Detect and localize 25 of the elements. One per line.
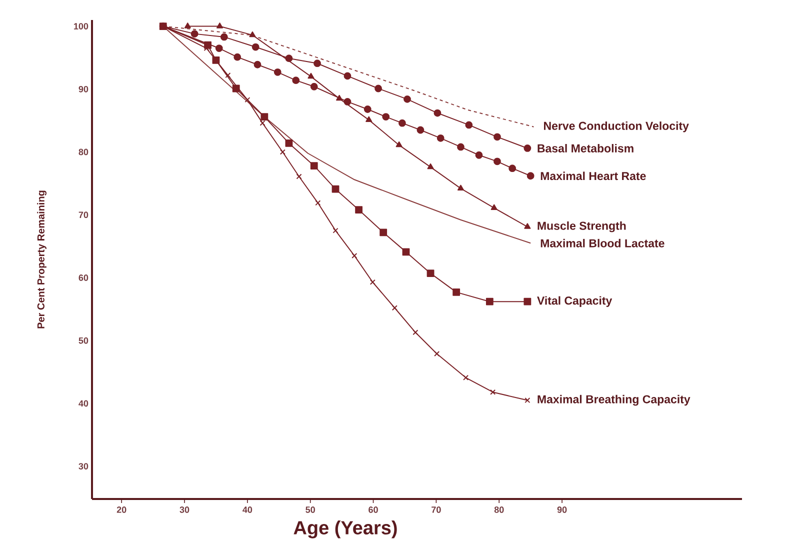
series-label: Maximal Blood Lactate — [540, 238, 664, 248]
x-tick-label: 20 — [116, 506, 126, 513]
x-axis-title: Age (Years) — [294, 520, 397, 538]
series-label: Nerve Conduction Velocity — [544, 121, 689, 132]
x-tick-label: 80 — [494, 506, 504, 513]
series-label: Vital Capacity — [537, 296, 612, 307]
x-tick-label: 50 — [306, 506, 315, 513]
x-tick-label: 90 — [557, 506, 567, 513]
series-label: Maximal Breathing Capacity — [538, 394, 690, 406]
series-label: Muscle Strength — [538, 221, 626, 232]
x-tick-label: 70 — [432, 506, 441, 513]
y-tick-label: 70 — [78, 212, 88, 218]
y-tick-label: 30 — [78, 463, 88, 470]
y-tick-label: 40 — [78, 400, 88, 407]
x-tick-label: 40 — [242, 506, 252, 513]
y-tick-label: 90 — [78, 86, 88, 92]
y-tick-label: 80 — [78, 148, 88, 156]
x-tick-label: 30 — [180, 506, 190, 513]
y-axis-title: Per Cent Property Remaining — [37, 190, 46, 328]
y-tick-label: 60 — [78, 274, 88, 281]
series-label: Maximal Heart Rate — [540, 172, 646, 180]
series-label: Basal Metabolism — [538, 144, 634, 152]
y-tick-label: 100 — [74, 23, 88, 30]
y-tick-label: 50 — [78, 337, 88, 344]
x-tick-label: 60 — [368, 506, 378, 513]
